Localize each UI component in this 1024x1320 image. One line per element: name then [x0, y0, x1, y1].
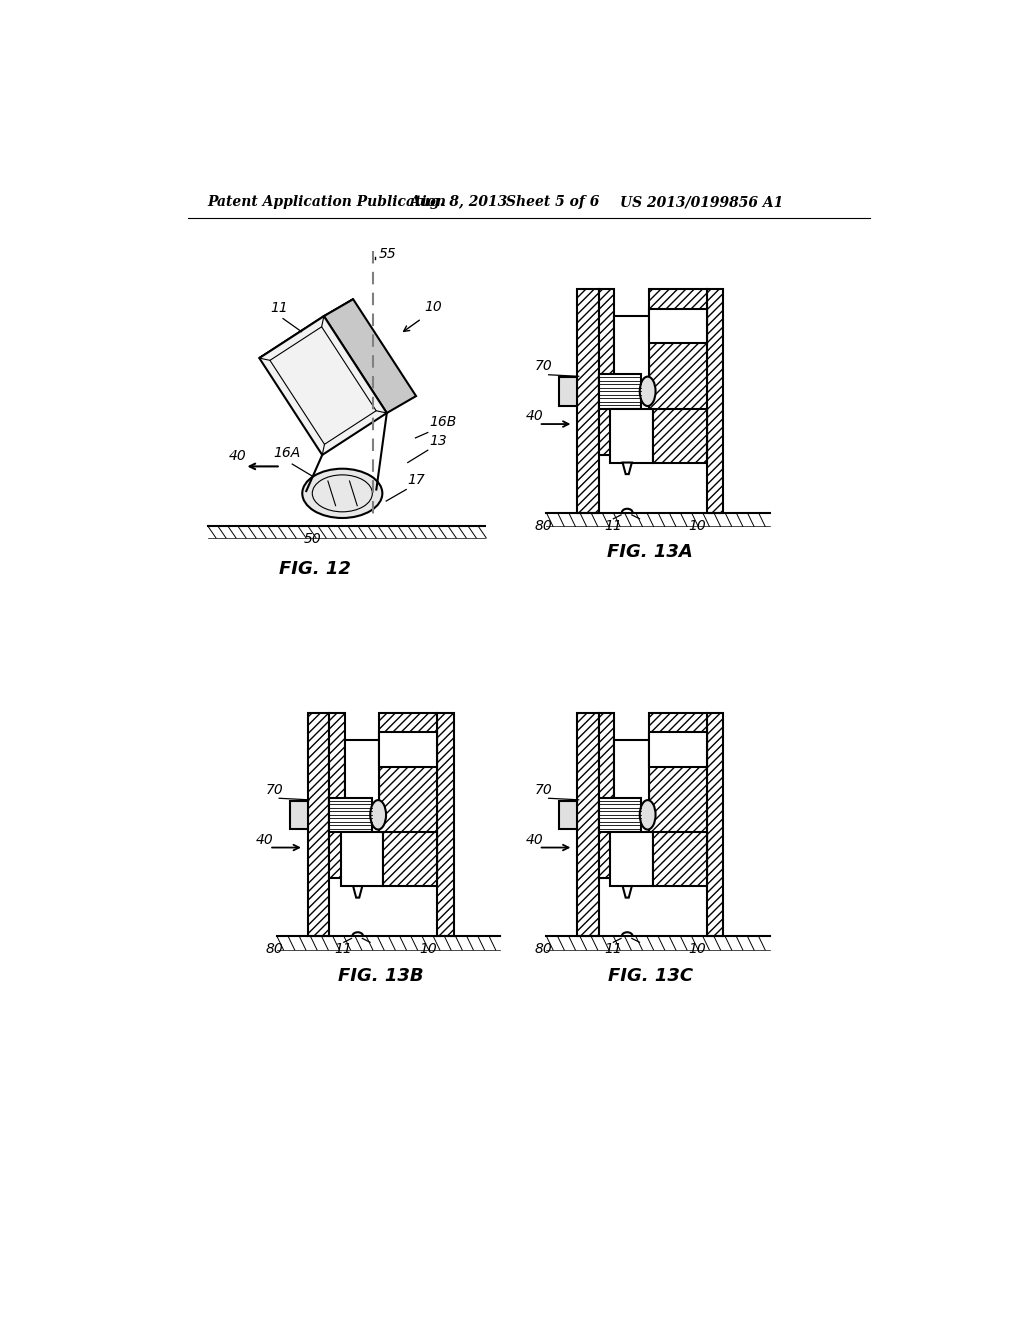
Text: 16B: 16B [429, 416, 457, 429]
Text: 17: 17 [408, 473, 426, 487]
Bar [614, 317, 649, 455]
Text: 40: 40 [229, 449, 247, 463]
Text: 50: 50 [304, 532, 322, 546]
Text: Sheet 5 of 6: Sheet 5 of 6 [506, 195, 600, 209]
Text: 70: 70 [265, 783, 283, 797]
Text: FIG. 13A: FIG. 13A [607, 544, 693, 561]
Bar [649, 733, 707, 767]
Ellipse shape [640, 800, 655, 829]
Bar [559, 378, 578, 405]
Polygon shape [324, 300, 416, 413]
Bar [649, 713, 707, 878]
Bar [307, 713, 330, 936]
Bar [379, 733, 437, 767]
Bar [383, 832, 437, 886]
Ellipse shape [302, 469, 382, 517]
Bar [379, 713, 437, 878]
Polygon shape [623, 462, 632, 474]
Bar [599, 713, 614, 878]
Bar [559, 800, 578, 829]
Bar [345, 739, 379, 878]
Text: 11: 11 [270, 301, 289, 315]
Text: FIG. 13B: FIG. 13B [338, 966, 424, 985]
Text: Aug. 8, 2013: Aug. 8, 2013 [410, 195, 508, 209]
Text: 55: 55 [379, 248, 396, 261]
Bar [330, 713, 345, 878]
Text: US 2013/0199856 A1: US 2013/0199856 A1 [620, 195, 782, 209]
Bar [649, 309, 707, 343]
Bar [599, 797, 641, 832]
Bar [649, 289, 707, 455]
Text: 16A: 16A [273, 446, 300, 461]
Text: 11: 11 [604, 942, 622, 956]
Bar [610, 409, 652, 462]
Text: 40: 40 [525, 833, 544, 846]
Text: 70: 70 [535, 783, 553, 797]
Bar [652, 832, 707, 886]
Text: 40: 40 [525, 409, 544, 424]
Bar [652, 409, 707, 462]
Ellipse shape [371, 800, 386, 829]
Polygon shape [623, 886, 632, 898]
Text: 80: 80 [265, 942, 283, 956]
Bar [290, 800, 307, 829]
Text: FIG. 13C: FIG. 13C [608, 966, 693, 985]
Bar [330, 797, 372, 832]
Text: 80: 80 [535, 519, 553, 532]
Text: 10: 10 [689, 942, 707, 956]
Text: FIG. 12: FIG. 12 [280, 560, 351, 578]
Bar [707, 713, 724, 936]
Text: Patent Application Publication: Patent Application Publication [208, 195, 446, 209]
Text: 10: 10 [419, 942, 437, 956]
Bar [578, 289, 599, 512]
Text: 11: 11 [335, 942, 352, 956]
Bar [341, 832, 383, 886]
Bar [707, 289, 724, 512]
Bar [599, 374, 641, 409]
Text: 11: 11 [604, 519, 622, 532]
Polygon shape [259, 317, 387, 455]
Text: 10: 10 [689, 519, 707, 532]
Bar [599, 289, 614, 455]
Polygon shape [353, 886, 362, 898]
Bar [437, 713, 454, 936]
Ellipse shape [640, 376, 655, 407]
Text: 10: 10 [425, 300, 442, 314]
Text: 40: 40 [256, 833, 273, 846]
Bar [614, 739, 649, 878]
Bar [610, 832, 652, 886]
Text: 80: 80 [535, 942, 553, 956]
Text: 70: 70 [535, 359, 553, 374]
Bar [578, 713, 599, 936]
Polygon shape [259, 300, 353, 358]
Text: 13: 13 [429, 434, 447, 447]
